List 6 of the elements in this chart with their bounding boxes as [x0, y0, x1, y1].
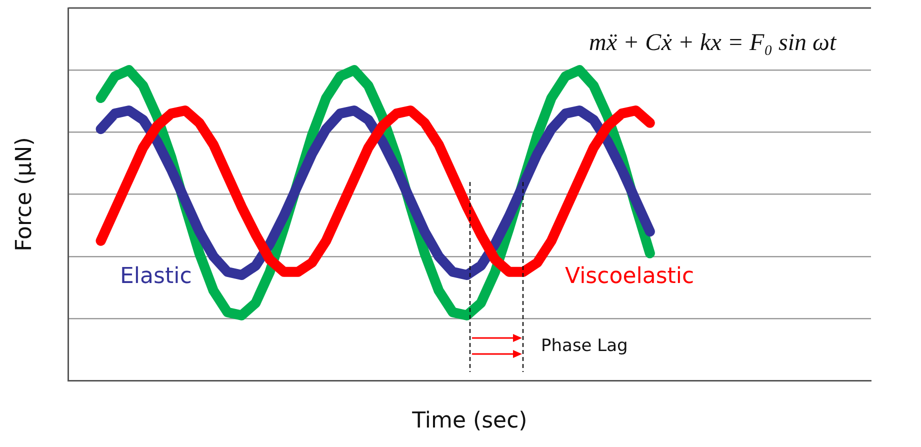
- text: mẍ + Cẋ + kx = F₀ sin ωt: [585, 28, 840, 59]
- annotation: Phase Lag: [541, 336, 628, 356]
- series-label: Elastic: [120, 264, 192, 289]
- x-axis-title: Time (sec): [411, 408, 528, 434]
- series-label: Viscoelastic: [565, 264, 694, 289]
- y-axis-title: Force (μN): [12, 137, 37, 252]
